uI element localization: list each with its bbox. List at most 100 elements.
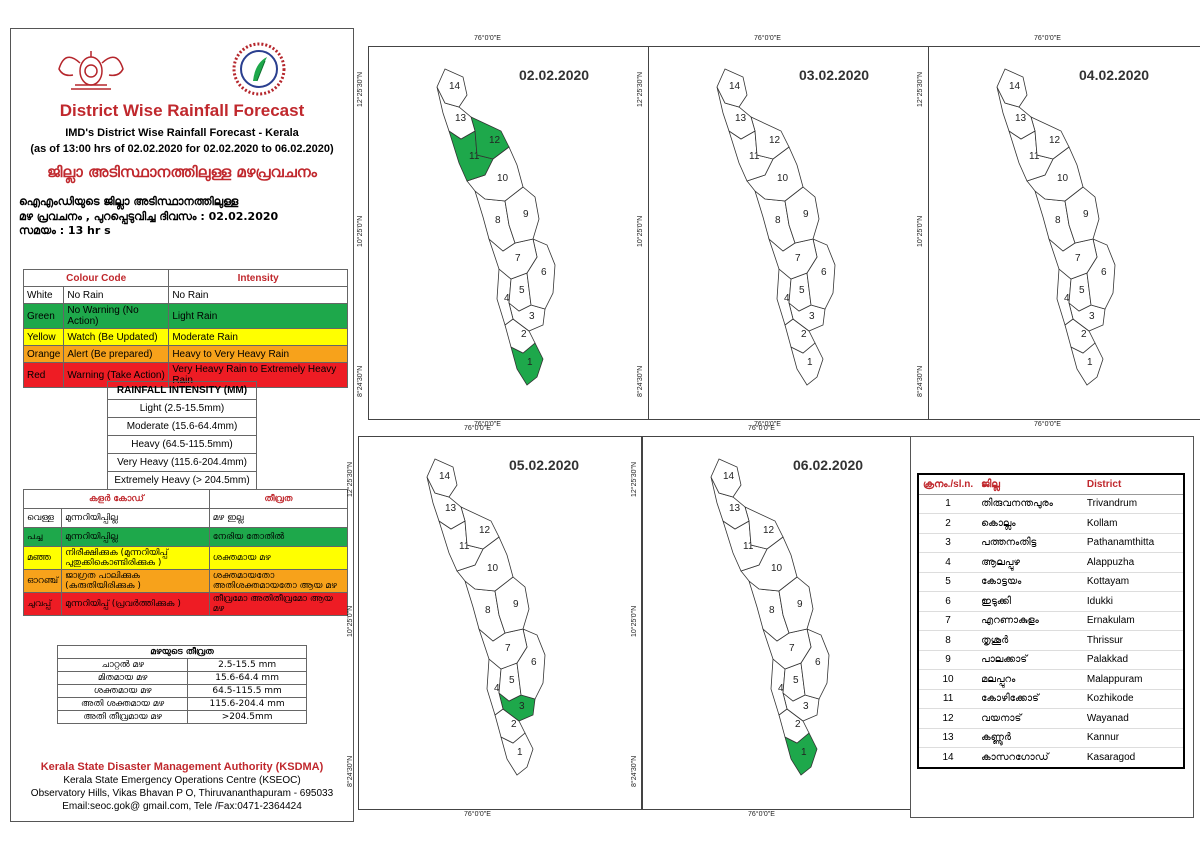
colour-intensity: No Rain [168,286,348,304]
mal-colour-name: ചുവപ്പ് [22,592,63,616]
mal-rain-row: ശക്തമായ മഴ 64.5-115.5 mm [56,684,307,698]
district-label: 11 [469,151,480,162]
lat-label-left: 8°24'30"N [357,365,364,397]
district-shape-9 [784,186,820,244]
district-mal-name: കൊല്ലം [977,513,1083,534]
district-en-name: Alappuzha [1082,552,1184,573]
mal-colour-row: ചുവപ്പ് മുന്നറിയിപ്പ് (പ്രവർത്തിക്കുക ) തീ… [22,592,349,616]
district-label: 2 [1081,329,1087,340]
district-label: 12 [489,135,501,146]
district-label: 1 [1087,357,1093,368]
district-label: 6 [1101,267,1107,278]
mal-rain-range: 2.5-15.5 mm [187,658,307,672]
district-label: 3 [809,311,815,322]
district-row: 11 കോഴിക്കോട് Kozhikode [918,689,1184,709]
intensity-row: Moderate (15.6-64.4mm) [107,417,257,436]
page-title: District Wise Rainfall Forecast [59,101,305,120]
mal-rain-range: 64.5-115.5 mm [187,684,307,698]
district-mal-name: കാസറഗോഡ് [977,747,1083,768]
lon-label-bottom: 76°0'0"E [1034,421,1061,428]
district-row: 12 വയനാട് Wayanad [918,708,1184,729]
lat-label-left: 12°25'30"N [347,461,354,497]
district-shape-14 [716,68,748,108]
district-label: 4 [778,683,784,694]
intensity-range: Very Heavy (115.6-204.4mm) [107,453,257,472]
forecast-map: 06.02.2020 1 2 3 4 5 6 7 8 9 10 11 12 13 14 76°0'0"E 76°… [631,425,934,818]
district-row: 4 ആലപ്പുഴ Alappuzha [918,552,1184,573]
district-mal-name: വയനാട് [977,708,1083,729]
district-row: 7 എറണാകുളം Ernakulam [918,611,1184,631]
colour-action: Alert (Be prepared) [63,345,170,363]
district-no: 7 [918,611,978,631]
district-label: 9 [803,209,809,220]
mal-colour-intensity: ശക്തമായതോ അതിശക്തമായതോ ആയ മഴ [208,569,349,593]
lat-label-left: 10°25'0"N [637,215,644,247]
map-date: 03.02.2020 [799,67,870,83]
district-row: 8 തൃശൂർ Thrissur [918,630,1184,651]
mal-colour-name: വെള്ള [22,508,63,528]
lat-label-left: 10°25'0"N [347,605,354,637]
malayalam-title: ജില്ലാ അടിസ്ഥാനത്തിലുള്ള മഴപ്രവചനം [47,163,317,181]
mal-rain-row: മിതമായ മഴ 15.6-64.4 mm [56,671,307,685]
district-row: 13 കണ്ണൂർ Kannur [918,728,1184,748]
lon-label-top: 76°0'0"E [748,425,775,432]
mal-colour-row: പച്ച മുന്നറിയിപ്പില്ല നേരിയ തോതിൽ [22,527,349,547]
district-en-name: Malappuram [1082,669,1184,690]
district-no: 10 [918,669,978,690]
district-label: 12 [769,135,781,146]
colour-code-header: Colour Code [22,269,170,287]
district-label: 13 [455,113,467,124]
forecast-map: 04.02.2020 1 2 3 4 5 6 7 8 9 10 11 12 13 14 76°0'0"E 76°… [917,35,1200,428]
district-mal-header: ജില്ല [977,474,1083,495]
district-label: 1 [807,357,813,368]
map-date: 05.02.2020 [509,457,580,473]
mal-rain-row: അതി തീവ്രമായ മഴ >204.5mm [56,710,307,724]
district-label: 2 [795,719,801,730]
district-label: 14 [439,471,451,482]
district-en-name: Kozhikode [1082,689,1184,709]
map-date: 06.02.2020 [793,457,864,473]
district-label: 8 [775,215,781,226]
lon-label-bottom: 76°0'0"E [754,421,781,428]
mal-colour-intensity: ശക്തമായ മഴ [208,546,349,570]
district-label: 7 [789,643,795,654]
intensity-row: Light (2.5-15.5mm) [107,399,257,418]
district-label: 10 [777,173,789,184]
district-label: 3 [519,701,525,712]
lat-label-left: 8°24'30"N [631,755,638,787]
mal-colour-row: മഞ്ഞ നിരീക്ഷിക്കുക (മുന്നറിയിപ്പ് പുതുക്ക… [22,546,349,570]
district-label: 11 [749,151,760,162]
lat-label-left: 10°25'0"N [631,605,638,637]
district-label: 5 [509,675,515,686]
district-en-header: District [1082,474,1184,495]
colour-code-table: Colour Code Intensity White No Rain No Rai… [22,269,348,388]
district-label: 14 [1009,81,1021,92]
issue-line-3: സമയം : 13 hr s [19,224,111,237]
mal-rain-row: അതി ശക്തമായ മഴ 115.6-204.4 mm [56,697,307,711]
district-mal-name: മലപ്പുറം [977,669,1083,690]
colour-action: No Rain [63,286,170,304]
district-label: 1 [527,357,533,368]
lat-label-left: 10°25'0"N [357,215,364,247]
intensity-row: Extremely Heavy (> 204.5mm) [107,471,257,490]
district-row: 10 മലപ്പുറം Malappuram [918,669,1184,690]
intensity-row: Heavy (64.5-115.5mm) [107,435,257,454]
malayalam-rain-intensity-table: മഴയുടെ തീവ്രത ചാറ്റൽ മഴ 2.5-15.5 mm മിതമായ… [56,645,307,724]
kerala-emblem-icon [58,51,124,90]
district-mal-name: പത്തനംതിട്ട [977,533,1083,553]
forecast-period: (as of 13:00 hrs of 02.02.2020 for 02.02… [30,143,334,155]
colour-intensity: Light Rain [168,303,348,329]
district-shape-9 [504,186,540,244]
district-table: ക്രനം./sl.n. ജില്ല District 1 തിരുവനന്തപു… [917,473,1185,769]
footer-org: Kerala State Disaster Management Authori… [40,761,324,773]
ksdma-logo-icon [232,42,286,96]
footer-line-1: Kerala State Emergency Operations Centre… [63,775,301,786]
district-label: 7 [515,253,521,264]
footer-line-2: Observatory Hills, Vikas Bhavan P O, Thi… [30,788,334,799]
district-no: 8 [918,630,978,651]
mal-colour-name: പച്ച [22,527,63,547]
district-no: 1 [918,494,978,514]
district-label: 10 [1057,173,1069,184]
district-row: 1 തിരുവനന്തപുരം Trivandrum [918,494,1184,514]
district-label: 6 [531,657,537,668]
